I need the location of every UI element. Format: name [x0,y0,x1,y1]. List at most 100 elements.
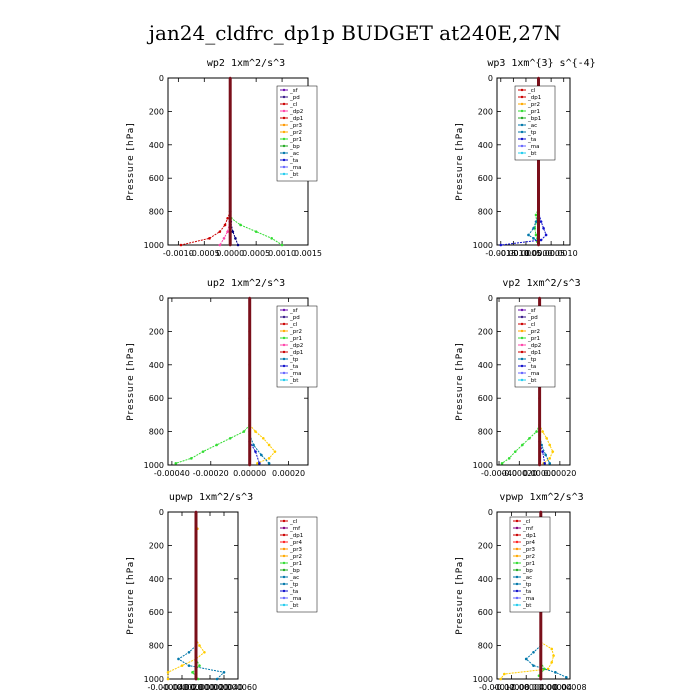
y-tick-label: 200 [478,107,493,116]
y-axis-label: Pressure [hPa] [126,556,136,635]
legend: _cl_mf_dp1_pr4_pr3_pr2_pr1_bp_ac_tp_ta_m… [276,516,318,613]
legend-marker [520,371,524,375]
y-tick-label: 600 [478,174,493,183]
data-point [280,243,284,247]
legend-label: _bt [289,603,299,609]
series-line-tp [525,645,567,678]
x-tick-label: -0.0005 [189,249,220,258]
legend-label: _pr2 [289,554,302,560]
data-point [539,238,543,242]
legend-marker [282,109,286,113]
x-tick-label: -0.000040 [147,683,188,692]
series-line-dp1 [501,424,541,464]
legend-marker [282,568,286,572]
legend-marker [282,343,286,347]
y-tick-label: 200 [478,541,493,550]
x-tick-label: -0.00040 [481,469,517,478]
legend-label: _bp [522,568,533,574]
y-tick-label: 0 [159,74,164,83]
legend-label: _ma [527,144,539,150]
y-tick-label: 200 [149,107,164,116]
data-point [538,296,541,300]
data-point [228,436,232,440]
legend: _sf_pd_cl_dp2_dp1_pr3_pr2_pr1_bp_ac_ta_m… [276,85,318,182]
x-tick-label: 0.0015 [294,249,322,258]
data-point [548,457,552,460]
legend-label: _bt [527,151,537,157]
legend-label: _pr1 [289,137,302,143]
data-point [546,667,550,671]
series-line-pr1 [229,211,283,246]
legend-marker [282,315,286,319]
data-point [248,363,251,367]
legend-marker [282,88,286,92]
x-tick-label: -0.0010 [163,249,194,258]
panel-1: wp2 1xm^2/s^3 Pressure [hPa] 0 200 400 600 800… [126,58,322,258]
data-point [198,664,201,667]
series-line-dp2 [219,211,231,246]
panel-title: upwp 1xm^2/s^3 [169,492,253,503]
y-tick-label: 400 [478,575,493,584]
data-point [554,671,557,674]
series-line-tp [527,214,539,243]
data-point [228,176,232,180]
legend-marker [515,568,519,572]
y-tick-label: 0 [488,74,493,83]
legend-marker [515,575,519,579]
panel-title: vp2 1xm^2/s^3 [502,278,580,289]
legend-label: _ac [289,575,299,581]
legend-label: _dp1 [289,533,303,539]
y-tick-label: 800 [478,428,493,437]
x-tick-label: 0.000040 [205,683,243,692]
y-tick-label: 600 [478,394,493,403]
data-point [179,243,183,247]
legend-marker [515,519,519,523]
legend-marker [515,547,519,551]
legend-label: _pr1 [527,109,540,115]
x-tick-label: 0.00008 [553,683,586,692]
legend: _cl_mf_dp1_pr4_pr3_pr2_pr1_bp_ac_tp_ta_m… [509,516,551,613]
legend-marker [282,350,286,354]
y-axis-label: Pressure [hPa] [455,556,465,635]
data-point [532,650,535,654]
x-tick-label: -0.00020 [193,469,229,478]
legend-label: _bt [527,378,537,384]
legend-marker [515,589,519,593]
y-tick-label: 600 [149,174,164,183]
data-point [532,664,535,667]
data-point [194,610,198,614]
data-point [539,644,543,647]
y-tick-label: 400 [149,361,164,370]
legend-label: _pr1 [527,336,540,342]
legend-label: _tp [527,130,537,136]
legend-marker [515,561,519,565]
legend-marker [520,130,524,134]
legend-label: _pr1 [289,561,302,567]
panel-3: up2 1xm^2/s^3 Pressure [hPa] 0 200 400 600 800… [126,278,318,478]
y-axis-label: Pressure [hPa] [455,342,465,421]
legend-label: _sf [289,308,299,314]
data-point [532,237,535,240]
legend-marker [282,533,286,537]
data-point [503,672,506,676]
data-point [174,462,178,465]
y-tick-label: 800 [149,642,164,651]
data-point [538,430,541,433]
series-line-dp1 [175,424,251,464]
data-point [541,430,544,433]
x-tick-label: 0.0010 [550,249,578,258]
legend-label: _dp1 [527,95,541,101]
legend-label: _pr3 [289,123,303,129]
data-point [544,233,548,237]
data-point [203,650,206,654]
y-tick-label: 200 [149,541,164,550]
legend-marker [282,540,286,544]
legend-label: _pr3 [289,547,303,553]
legend-label: _sf [527,308,537,314]
data-point [539,677,543,681]
legend-marker [282,575,286,579]
data-point [248,296,251,300]
legend-marker [282,165,286,169]
data-point [215,443,218,447]
x-tick-label: 0.000020 [191,683,229,692]
